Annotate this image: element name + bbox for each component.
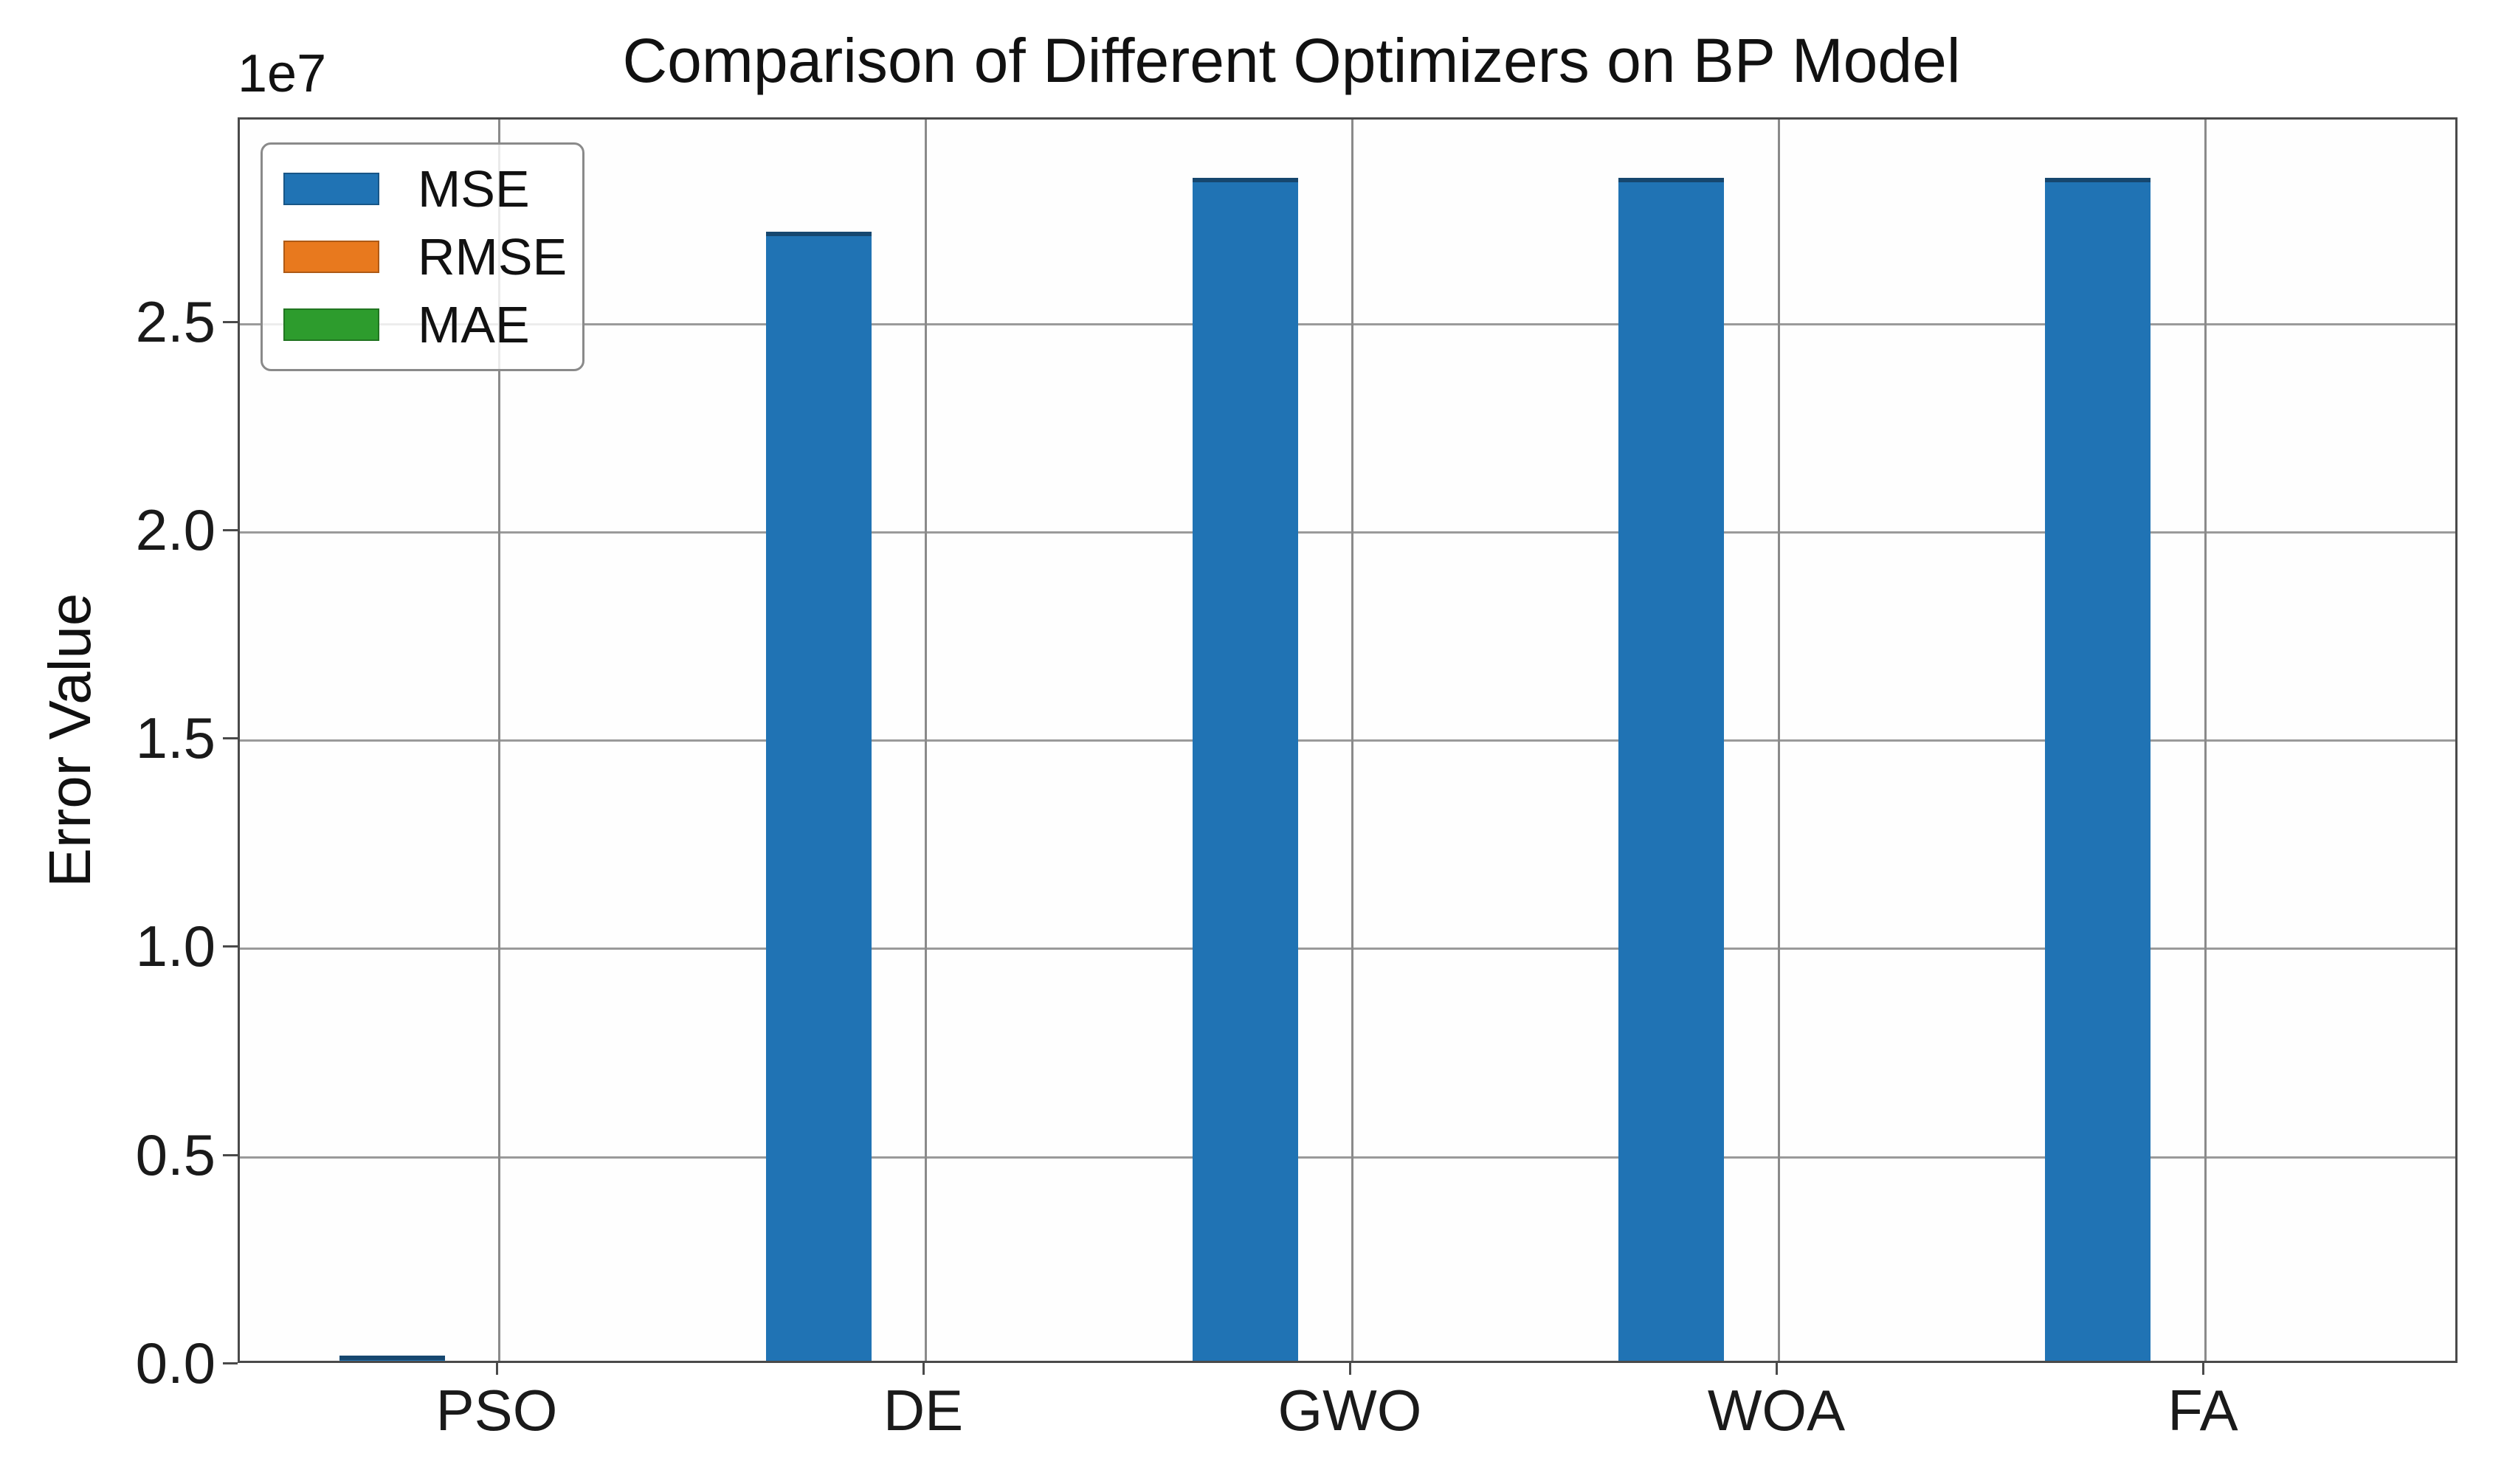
mae-swatch-icon [283, 308, 379, 341]
y-tick-mark [223, 1362, 238, 1364]
legend-label-mae: MAE [418, 296, 530, 353]
rmse-swatch-icon [283, 241, 379, 273]
x-tick-label-gwo: GWO [1277, 1378, 1422, 1443]
h-gridline [240, 948, 2455, 950]
y-tick-label: 2.0 [135, 497, 215, 562]
y-tick-mark [223, 320, 238, 323]
y-tick-label: 1.0 [135, 914, 215, 979]
plot-area [238, 117, 2458, 1363]
bar-mse-de [766, 232, 872, 1361]
legend-label-mse: MSE [418, 160, 530, 218]
v-gridline [2204, 120, 2207, 1361]
h-gridline [240, 322, 2455, 325]
legend-label-rmse: RMSE [418, 228, 568, 286]
legend-item-rmse: RMSE [283, 231, 567, 283]
y-tick-label: 0.0 [135, 1331, 215, 1395]
x-tick-label-woa: WOA [1707, 1378, 1846, 1443]
x-tick-mark [2201, 1363, 2204, 1375]
bar-mse-woa [1618, 178, 1724, 1361]
x-tick-mark [922, 1363, 925, 1375]
legend-item-mse: MSE [283, 163, 562, 215]
mse-swatch-icon [283, 173, 379, 205]
y-tick-label: 0.5 [135, 1122, 215, 1187]
legend-item-mae: MAE [283, 299, 562, 351]
y-axis-offset-label: 1e7 [238, 44, 327, 103]
x-tick-label-de: DE [883, 1378, 964, 1443]
bar-mse-gwo [1193, 178, 1298, 1361]
y-tick-mark [223, 737, 238, 740]
bar-mse-fa [2045, 178, 2151, 1361]
v-gridline [1351, 120, 1353, 1361]
h-gridline [240, 531, 2455, 534]
y-tick-mark [223, 945, 238, 948]
h-gridline [240, 1156, 2455, 1159]
bar-mse-pso [339, 1356, 445, 1361]
h-gridline [240, 739, 2455, 742]
v-gridline [498, 120, 501, 1361]
x-tick-label-pso: PSO [435, 1378, 558, 1443]
chart-title: Comparison of Different Optimizers on BP… [622, 26, 1961, 95]
x-tick-mark [496, 1363, 499, 1375]
y-tick-mark [223, 528, 238, 531]
v-gridline [1777, 120, 1780, 1361]
v-gridline [925, 120, 928, 1361]
x-tick-mark [1349, 1363, 1351, 1375]
y-tick-label: 1.5 [135, 705, 215, 771]
legend: MSE RMSE MAE [261, 142, 584, 371]
x-tick-mark [1775, 1363, 1778, 1375]
y-tick-label: 2.5 [135, 289, 215, 354]
x-tick-label-fa: FA [2167, 1378, 2238, 1443]
y-tick-mark [223, 1153, 238, 1156]
